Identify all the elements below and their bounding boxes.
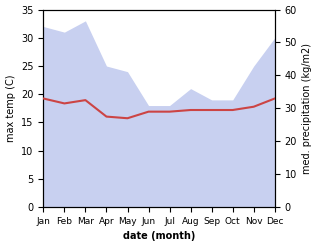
Y-axis label: max temp (C): max temp (C) — [5, 75, 16, 142]
Y-axis label: med. precipitation (kg/m2): med. precipitation (kg/m2) — [302, 43, 313, 174]
X-axis label: date (month): date (month) — [123, 231, 195, 242]
